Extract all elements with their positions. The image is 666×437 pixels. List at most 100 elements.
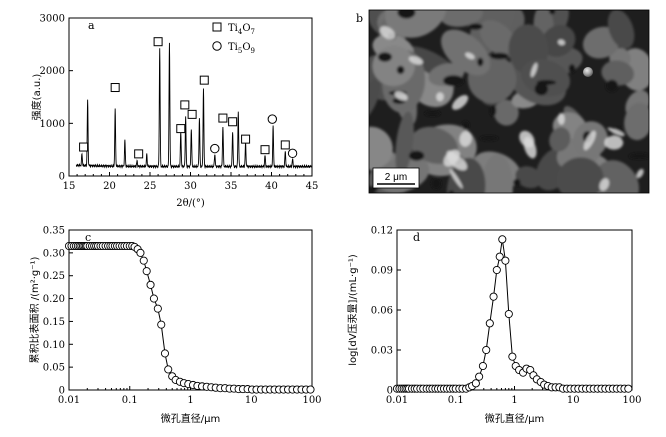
y-tick-label: 0.06 <box>371 306 393 317</box>
data-point <box>498 235 507 244</box>
sem-grain <box>607 10 635 49</box>
y-tick-label: 0 <box>59 172 65 183</box>
sem-pore <box>629 153 649 160</box>
sem-grain <box>481 154 513 193</box>
panel-label-d: d <box>413 231 420 244</box>
y-tick-label: 0.15 <box>43 317 65 328</box>
data-point <box>157 320 166 329</box>
sem-highlight <box>607 127 625 136</box>
y-tick-label: 0.09 <box>371 266 393 277</box>
sem-highlight <box>530 62 538 78</box>
ti5o9-marker <box>210 143 220 154</box>
ti4o7-marker <box>260 145 270 155</box>
sem-pore <box>397 10 416 19</box>
y-tick-label: 2000 <box>40 66 65 77</box>
y-tick-label: 0.05 <box>43 363 65 374</box>
sem-grain <box>515 166 542 189</box>
ti4o7-marker <box>280 140 290 150</box>
x-tick-label: 0.01 <box>58 395 80 406</box>
sem-grain <box>385 10 447 38</box>
sem-grain <box>556 157 604 193</box>
ti4o7-marker <box>187 109 197 119</box>
sem-micrograph <box>369 10 649 193</box>
y-tick-label: 0.03 <box>371 346 393 357</box>
x-tick-label: 35 <box>225 181 238 192</box>
legend-ti5o9: Ti5O9 <box>228 42 255 55</box>
axes-frame <box>68 229 313 391</box>
x-tick-label: 10 <box>567 395 580 406</box>
panel-c-cumulative-area: 0.01 0.1 1 10 100 0 0.05 0.10 0.15 0.20 0.25 0.30 0.… <box>28 226 322 426</box>
sem-pore <box>468 23 483 30</box>
sem-pore <box>477 57 484 67</box>
sem-pore <box>490 104 497 117</box>
ti4o7-marker <box>134 149 144 159</box>
data-point <box>136 248 145 257</box>
data-point <box>139 256 148 265</box>
sem-highlight <box>436 92 444 102</box>
data-point <box>475 372 484 381</box>
sem-pore <box>534 82 548 96</box>
ti4o7-marker <box>176 124 186 134</box>
data-point <box>478 361 487 371</box>
sem-highlight <box>557 39 565 46</box>
sem-grain <box>369 126 393 171</box>
sem-pore <box>549 10 556 15</box>
sem-highlight <box>452 94 469 110</box>
y-tick-label: 0 <box>59 386 65 397</box>
sem-pore <box>377 52 392 62</box>
x-axis-label: 微孔直径/μm <box>161 412 220 425</box>
sem-pore <box>424 110 441 117</box>
x-tick-label: 40 <box>265 181 278 192</box>
sem-grain <box>601 60 635 86</box>
sem-grain <box>479 20 518 58</box>
ti5o9-marker <box>287 148 298 159</box>
sem-pore <box>489 52 509 60</box>
sem-highlight <box>459 130 472 147</box>
sem-grains <box>369 10 649 193</box>
ti4o7-marker <box>180 100 190 110</box>
sem-grain <box>446 157 486 193</box>
panel-label-c: c <box>85 231 91 244</box>
data-point <box>495 252 504 261</box>
y-tick-label: 0.25 <box>43 271 65 282</box>
sem-highlight <box>449 169 463 189</box>
x-tick-label: 10 <box>245 395 258 406</box>
data-point <box>624 384 633 393</box>
ti4o7-marker <box>228 117 238 127</box>
ti5o9-marker <box>267 114 278 124</box>
sem-highlight <box>394 91 408 101</box>
sem-highlight <box>599 178 610 191</box>
data-point <box>508 352 517 361</box>
y-tick-label: 0.10 <box>43 340 65 351</box>
data-point <box>492 265 501 275</box>
xrd-pattern <box>75 42 312 170</box>
sem-pore <box>605 79 619 92</box>
sem-highlight <box>604 135 624 150</box>
data-point <box>142 267 151 276</box>
legend-circle-icon <box>212 41 222 51</box>
data-point <box>489 292 498 301</box>
y-tick-label: 1000 <box>40 119 65 130</box>
sem-pore <box>443 75 464 87</box>
x-axis-label: 微孔直径/μm <box>485 412 544 425</box>
sem-pore <box>568 64 576 74</box>
x-tick-label: 0.01 <box>386 395 408 406</box>
sem-grain <box>395 111 414 176</box>
data-point <box>501 256 510 265</box>
x-tick-label: 1 <box>511 395 517 406</box>
panel-a-xrd: 15 20 25 30 35 40 45 0 1000 2000 3000 2θ/(°) 强度(a.u.… <box>30 14 318 210</box>
x-tick-label: 20 <box>103 181 116 192</box>
data-point <box>146 280 155 289</box>
x-tick-label: 45 <box>306 181 319 192</box>
x-tick-label: 1 <box>187 395 193 406</box>
sem-pore <box>448 190 455 193</box>
x-tick-label: 0.1 <box>122 395 138 406</box>
scale-bar-box <box>372 167 420 189</box>
sem-grain <box>493 99 519 126</box>
ti4o7-marker <box>199 75 209 85</box>
sem-pore <box>396 65 405 75</box>
y-tick-label: 0.20 <box>43 294 65 305</box>
y-axis-label: 强度(a.u.) <box>30 74 43 121</box>
x-tick-label: 0.1 <box>448 395 464 406</box>
